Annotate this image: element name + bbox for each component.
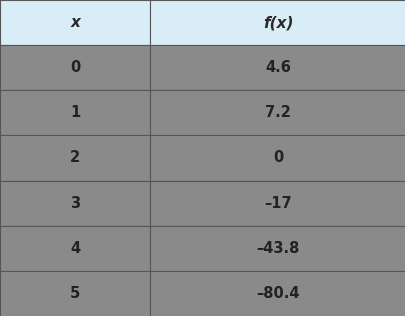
Text: 0: 0 — [272, 150, 283, 166]
Bar — [150, 226, 405, 271]
Text: 1: 1 — [70, 105, 80, 120]
Text: 2: 2 — [70, 150, 80, 166]
Text: f(x): f(x) — [262, 15, 293, 30]
Text: 3: 3 — [70, 196, 80, 211]
Bar — [0, 0, 150, 45]
Bar — [150, 136, 405, 180]
Bar — [0, 136, 150, 180]
Text: 7.2: 7.2 — [264, 105, 290, 120]
Bar — [150, 0, 405, 45]
Text: 0: 0 — [70, 60, 80, 75]
Text: 4.6: 4.6 — [264, 60, 290, 75]
Bar — [0, 45, 150, 90]
Bar — [0, 180, 150, 226]
Bar — [150, 180, 405, 226]
Text: x: x — [70, 15, 80, 30]
Bar — [150, 45, 405, 90]
Text: –17: –17 — [264, 196, 291, 211]
Text: –80.4: –80.4 — [256, 286, 299, 301]
Bar — [150, 90, 405, 136]
Bar — [0, 271, 150, 316]
Bar — [150, 271, 405, 316]
Bar — [0, 90, 150, 136]
Text: 5: 5 — [70, 286, 80, 301]
Text: 4: 4 — [70, 241, 80, 256]
Text: –43.8: –43.8 — [256, 241, 299, 256]
Bar — [0, 226, 150, 271]
